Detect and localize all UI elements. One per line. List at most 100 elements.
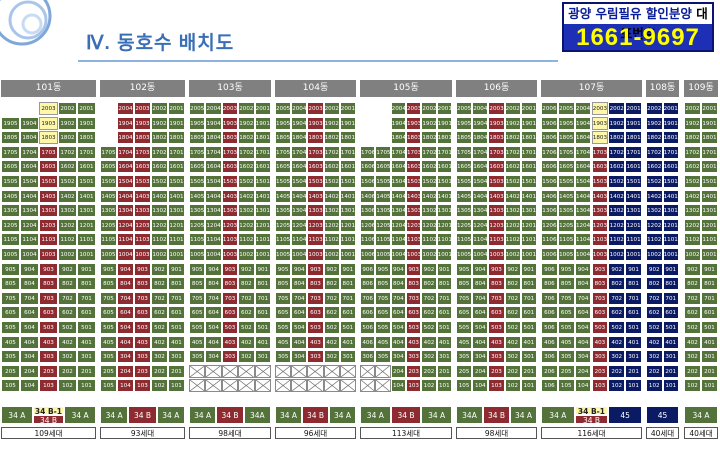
unit-cell: 603 [39, 306, 58, 320]
unit-cell: 1101 [625, 233, 642, 247]
unit-cell: 1801 [520, 131, 537, 145]
unit-type-label: 34A [243, 406, 271, 424]
building-header: 107동 [541, 80, 642, 97]
unit-cell: 1701 [701, 145, 718, 159]
empty-unit [360, 379, 376, 393]
unit-cell: 504 [20, 321, 39, 334]
unit-cell: 303 [134, 350, 151, 364]
type-row: 34 A 34 B-1 34 B 34 A [1, 406, 96, 425]
unit-cell: 903 [134, 262, 151, 276]
type-row: 34 A 34 B-1 34 B 45 [541, 406, 642, 425]
empty-unit [254, 364, 271, 378]
unit-cell: 701 [436, 291, 452, 305]
empty-unit [254, 379, 271, 393]
type-row: 34 A 34 B 34 A [100, 406, 185, 424]
unit-cell: 1704 [20, 145, 39, 159]
unit-cell: 901 [339, 262, 356, 276]
unit-cell: 1302 [151, 204, 168, 218]
unit-cell: 305 [100, 350, 117, 364]
unit-cell: 502 [684, 321, 701, 334]
empty-unit [189, 379, 206, 393]
unit-cell: 706 [541, 291, 558, 305]
empty-unit [375, 379, 391, 393]
unit-cell: 1002 [323, 248, 340, 261]
unit-cell: 1204 [390, 218, 406, 232]
empty-unit [291, 364, 308, 378]
unit-cell: 404 [390, 335, 406, 349]
unit-cell: 1702 [608, 145, 626, 159]
unit-cell: 1904 [574, 116, 592, 130]
unit-cell: 1004 [291, 248, 308, 261]
unit-cell: 304 [117, 350, 134, 364]
unit-cell: 404 [20, 335, 39, 349]
unit-cell: 1603 [221, 160, 239, 174]
unit-cell: 2003 [221, 102, 239, 115]
unit-cell: 1304 [574, 204, 592, 218]
unit-cell: 2003 [488, 102, 505, 115]
empty-unit [360, 364, 376, 378]
unit-cell: 1501 [520, 175, 537, 188]
unit-cell: 1802 [238, 131, 255, 145]
unit-cell: 1804 [574, 131, 592, 145]
unit-cell: 403 [39, 335, 58, 349]
unit-cell: 1801 [339, 131, 356, 145]
unit-cell: 1204 [20, 218, 39, 232]
unit-cell: 1702 [58, 145, 77, 159]
unit-cell: 1901 [77, 116, 96, 130]
unit-cell: 1202 [238, 218, 255, 232]
unit-cell: 603 [488, 306, 505, 320]
unit-cell: 1303 [591, 204, 609, 218]
unit-cell: 403 [221, 335, 239, 349]
unit-cell: 401 [254, 335, 271, 349]
unit-cell: 302 [504, 350, 521, 364]
unit-cell: 1005 [100, 248, 117, 261]
unit-type-label: 34 A [421, 406, 452, 424]
unit-cell: 1502 [646, 175, 663, 188]
unit-cell: 1403 [307, 189, 324, 203]
unit-cell: 1202 [684, 218, 701, 232]
unit-cell: 504 [291, 321, 308, 334]
unit-cell: 1604 [472, 160, 489, 174]
unit-cell: 201 [168, 364, 185, 378]
unit-cell: 1804 [390, 131, 406, 145]
unit-cell: 204 [20, 364, 39, 378]
unit-cell: 501 [625, 321, 642, 334]
unit-cell: 202 [608, 364, 626, 378]
unit-cell: 701 [339, 291, 356, 305]
unit-cell: 1405 [456, 189, 473, 203]
unit-cell: 1402 [608, 189, 626, 203]
unit-cell: 1305 [557, 204, 575, 218]
unit-cell: 1805 [189, 131, 206, 145]
unit-cell: 1902 [684, 116, 701, 130]
unit-cell: 501 [662, 321, 679, 334]
unit-cell: 1001 [254, 248, 271, 261]
unit-cell: 805 [275, 277, 292, 291]
unit-cell: 1001 [662, 248, 679, 261]
type-row: 45 [646, 406, 679, 424]
unit-cell: 301 [254, 350, 271, 364]
unit-cell: 1002 [684, 248, 701, 261]
building-header: 108동 [646, 80, 679, 97]
unit-cell: 902 [421, 262, 437, 276]
unit-cell: 1102 [151, 233, 168, 247]
unit-cell: 201 [520, 364, 537, 378]
unit-cell: 1702 [504, 145, 521, 159]
unit-cell: 1602 [646, 160, 663, 174]
unit-cell: 1002 [421, 248, 437, 261]
unit-cell: 1405 [557, 189, 575, 203]
unit-cell: 402 [504, 335, 521, 349]
unit-cell: 201 [701, 364, 718, 378]
unit-cell: 305 [456, 350, 473, 364]
unit-cell: 1801 [625, 131, 642, 145]
unit-cell: 306 [360, 350, 376, 364]
unit-cell: 1402 [646, 189, 663, 203]
unit-cell: 1502 [151, 175, 168, 188]
unit-cell: 301 [77, 350, 96, 364]
unit-cell: 905 [1, 262, 20, 276]
unit-cell: 2006 [541, 102, 558, 115]
unit-cell: 605 [189, 306, 206, 320]
unit-cell: 806 [541, 277, 558, 291]
unit-cell: 303 [488, 350, 505, 364]
unit-cell: 1705 [557, 145, 575, 159]
promo-line: 광양 우림필유 할인분양 [568, 6, 692, 21]
